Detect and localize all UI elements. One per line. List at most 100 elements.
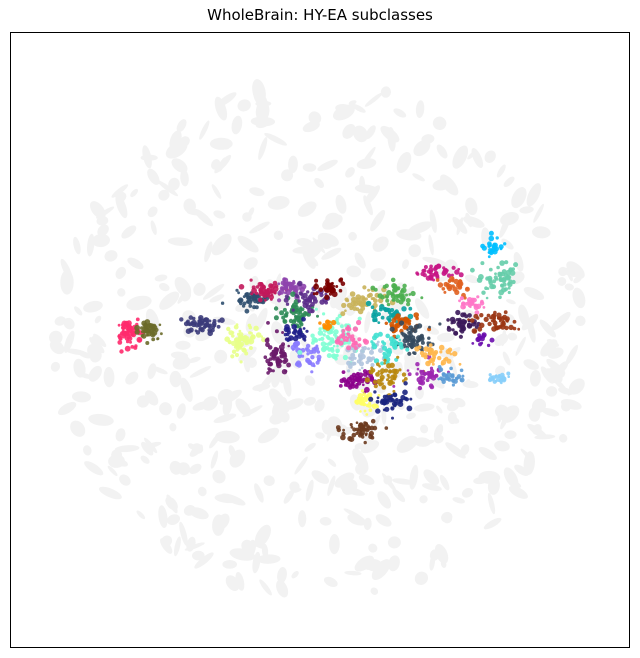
background-cell [344, 570, 362, 576]
data-point [357, 337, 362, 342]
data-point [247, 323, 252, 328]
data-point [297, 299, 301, 303]
data-point [488, 267, 493, 272]
background-cell [542, 368, 563, 384]
data-point [249, 278, 253, 282]
data-point [305, 329, 309, 333]
data-point [273, 315, 279, 321]
data-point [359, 428, 364, 432]
background-cell [414, 386, 424, 400]
background-cell [329, 534, 340, 555]
data-point [244, 308, 250, 314]
background-cell [414, 571, 429, 585]
data-point [370, 418, 376, 424]
background-cell [92, 233, 110, 248]
data-point [283, 297, 289, 303]
background-cell [57, 401, 77, 416]
data-point [340, 311, 346, 317]
data-point [407, 337, 413, 343]
background-cell [462, 216, 485, 228]
background-cell [332, 104, 355, 121]
background-cell [212, 469, 226, 484]
data-point [336, 344, 339, 348]
data-point [368, 396, 374, 402]
data-point [326, 353, 332, 359]
background-cell [572, 287, 586, 309]
data-point [508, 324, 514, 331]
data-point [446, 326, 452, 332]
series-4 [263, 321, 291, 375]
data-point [417, 345, 422, 350]
data-point [473, 313, 479, 319]
background-cell [380, 125, 400, 143]
data-point [375, 408, 381, 414]
background-cell [186, 536, 196, 552]
data-point [478, 274, 484, 280]
background-cell [370, 209, 386, 232]
background-cell [127, 257, 144, 270]
data-point [389, 321, 395, 327]
data-point [364, 377, 370, 383]
background-cell [168, 177, 180, 191]
data-point [451, 383, 455, 387]
data-point [208, 319, 212, 323]
data-point [357, 343, 362, 348]
background-cell [414, 403, 435, 412]
data-point [352, 349, 357, 353]
background-cell [83, 445, 92, 456]
background-cell [520, 448, 535, 463]
background-cell [94, 315, 102, 324]
background-cell [441, 511, 453, 523]
series-1 [134, 319, 163, 345]
data-point [268, 283, 274, 289]
data-point [451, 319, 457, 325]
data-point [498, 289, 505, 296]
data-point [228, 340, 232, 345]
data-point [432, 267, 438, 272]
data-point [351, 381, 355, 385]
data-point [341, 302, 347, 308]
data-point [478, 322, 485, 329]
data-point [146, 330, 150, 334]
data-point [297, 280, 303, 287]
data-point [459, 378, 463, 382]
data-point [405, 347, 410, 352]
data-point [342, 428, 345, 432]
data-point [360, 389, 365, 393]
data-point [499, 381, 503, 385]
data-point [371, 342, 376, 347]
data-point [457, 267, 461, 271]
series-30 [437, 365, 465, 387]
background-cell [176, 403, 186, 419]
data-point [486, 343, 491, 348]
data-point [326, 342, 331, 346]
data-point [407, 372, 412, 377]
background-cell [273, 230, 284, 240]
data-point [409, 343, 415, 349]
data-point [194, 329, 198, 333]
data-point [310, 309, 315, 314]
background-cell [188, 356, 201, 363]
data-point [428, 325, 431, 329]
data-point [238, 329, 242, 333]
data-point [403, 316, 409, 321]
background-cell [351, 103, 366, 113]
background-cell [311, 470, 330, 484]
background-cell [257, 427, 280, 444]
data-point [417, 385, 423, 391]
background-cell [396, 435, 418, 453]
background-cell [115, 266, 127, 279]
data-point [244, 292, 249, 297]
background-cell [271, 396, 288, 418]
data-point [467, 313, 472, 318]
data-point [512, 326, 517, 331]
data-point [212, 323, 217, 328]
series-24 [364, 355, 426, 399]
data-point [440, 362, 445, 366]
data-point [334, 354, 338, 358]
data-point [341, 370, 346, 374]
data-point [203, 323, 208, 328]
data-point [255, 285, 260, 289]
data-point [283, 283, 289, 289]
